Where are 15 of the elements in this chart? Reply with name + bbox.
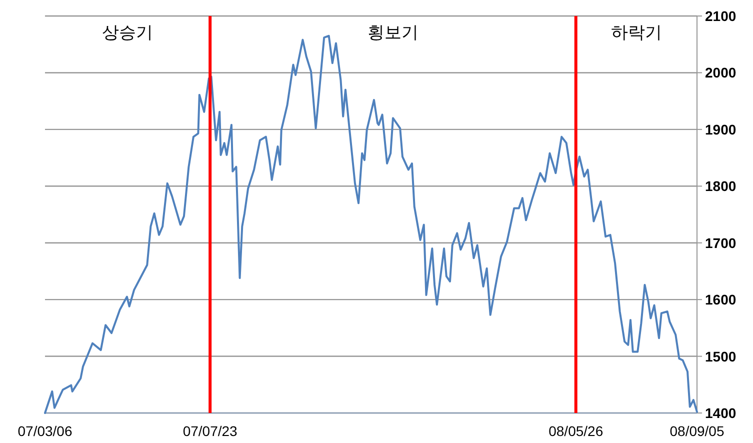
y-tick-label: 1600: [705, 292, 736, 308]
annotation: 상승기: [102, 23, 154, 42]
y-tick-label: 1500: [705, 348, 736, 364]
y-tick-label: 2100: [705, 8, 736, 24]
y-tick-label: 1400: [705, 405, 736, 421]
annotation: 하락기: [610, 23, 662, 42]
y-tick-label: 1800: [705, 178, 736, 194]
x-tick-label: 07/07/23: [182, 423, 238, 439]
x-tick-label: 08/09/05: [670, 423, 724, 439]
y-tick-label: 1700: [705, 234, 736, 251]
annotation: 횡보기: [367, 23, 418, 42]
y-tick-label: 1900: [705, 121, 736, 138]
y-tick-label: 2000: [705, 64, 736, 81]
x-tick-label: 08/05/26: [548, 423, 604, 439]
x-tick-label: 07/03/06: [18, 423, 72, 439]
